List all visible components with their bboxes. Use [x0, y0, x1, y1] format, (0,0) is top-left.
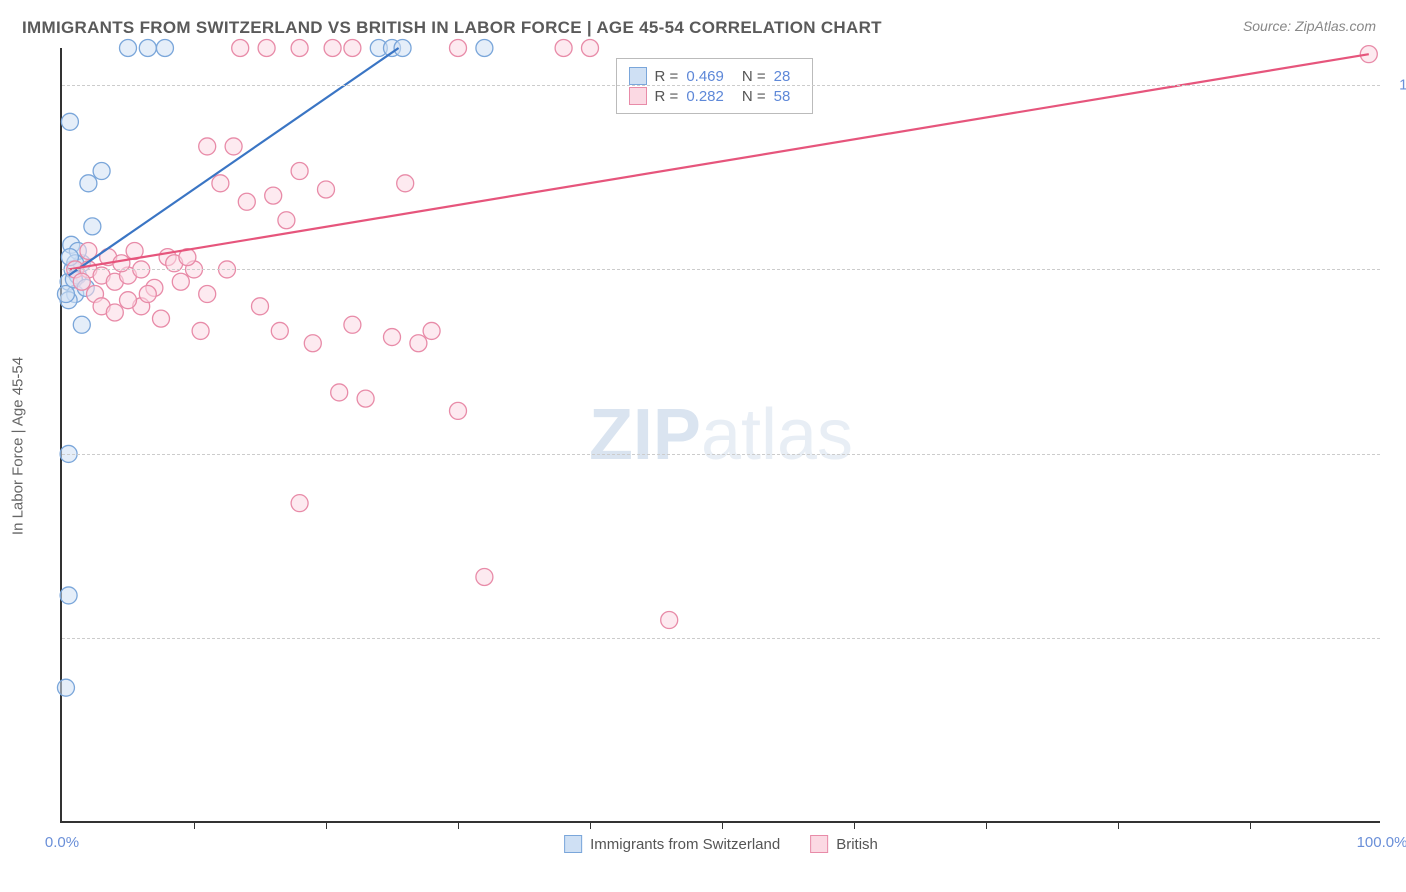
y-tick-label: 85.0%: [1390, 261, 1406, 278]
gridline: [62, 269, 1380, 270]
stats-legend-row: R = 0.282 N = 58: [629, 87, 801, 105]
data-point: [238, 193, 255, 210]
legend-swatch: [810, 835, 828, 853]
data-point: [423, 322, 440, 339]
chart-title: IMMIGRANTS FROM SWITZERLAND VS BRITISH I…: [22, 18, 882, 38]
data-point: [120, 292, 137, 309]
data-point: [291, 163, 308, 180]
source-attribution: Source: ZipAtlas.com: [1243, 18, 1376, 34]
data-point: [384, 329, 401, 346]
scatter-svg: [62, 48, 1380, 821]
x-tick: [986, 821, 987, 829]
data-point: [476, 40, 493, 57]
data-point: [232, 40, 249, 57]
stats-legend: R = 0.469 N = 28 R = 0.282 N = 58: [616, 58, 814, 114]
data-point: [397, 175, 414, 192]
data-point: [357, 390, 374, 407]
r-value: 0.469: [686, 68, 724, 85]
x-tick: [1250, 821, 1251, 829]
data-point: [331, 384, 348, 401]
data-point: [73, 316, 90, 333]
x-tick: [194, 821, 195, 829]
x-tick: [1118, 821, 1119, 829]
data-point: [318, 181, 335, 198]
data-point: [344, 40, 361, 57]
legend-swatch: [629, 87, 647, 105]
data-point: [324, 40, 341, 57]
data-point: [582, 40, 599, 57]
data-point: [139, 40, 156, 57]
legend-swatch: [564, 835, 582, 853]
x-tick: [590, 821, 591, 829]
data-point: [450, 40, 467, 57]
data-point: [291, 495, 308, 512]
data-point: [476, 568, 493, 585]
r-label: R =: [655, 68, 679, 85]
data-point: [212, 175, 229, 192]
data-point: [172, 273, 189, 290]
data-point: [394, 40, 411, 57]
data-point: [199, 286, 216, 303]
legend-item: British: [810, 835, 878, 853]
r-value: 0.282: [686, 88, 724, 105]
legend-item: Immigrants from Switzerland: [564, 835, 780, 853]
data-point: [278, 212, 295, 229]
data-point: [57, 679, 74, 696]
data-point: [252, 298, 269, 315]
data-point: [199, 138, 216, 155]
data-point: [84, 218, 101, 235]
data-point: [271, 322, 288, 339]
data-point: [555, 40, 572, 57]
n-value: 28: [774, 68, 791, 85]
legend-label: British: [836, 836, 878, 853]
n-label: N =: [742, 88, 766, 105]
data-point: [106, 304, 123, 321]
gridline: [62, 85, 1380, 86]
stats-legend-row: R = 0.469 N = 28: [629, 67, 801, 85]
r-label: R =: [655, 88, 679, 105]
data-point: [291, 40, 308, 57]
data-point: [60, 587, 77, 604]
x-tick: [722, 821, 723, 829]
x-tick-label: 0.0%: [45, 834, 79, 851]
x-tick: [854, 821, 855, 829]
data-point: [80, 175, 97, 192]
y-tick-label: 55.0%: [1390, 630, 1406, 647]
n-label: N =: [742, 68, 766, 85]
data-point: [120, 40, 137, 57]
x-tick-label: 100.0%: [1357, 834, 1406, 851]
series-legend: Immigrants from Switzerland British: [564, 835, 878, 853]
data-point: [61, 113, 78, 130]
gridline: [62, 454, 1380, 455]
gridline: [62, 638, 1380, 639]
plot-area: ZIPatlas R = 0.469N = 28R = 0.282N = 58 …: [60, 48, 1380, 823]
data-point: [304, 335, 321, 352]
data-point: [410, 335, 427, 352]
x-tick: [458, 821, 459, 829]
data-point: [450, 402, 467, 419]
x-tick: [326, 821, 327, 829]
data-point: [344, 316, 361, 333]
data-point: [139, 286, 156, 303]
y-tick-label: 100.0%: [1390, 76, 1406, 93]
y-axis-label: In Labor Force | Age 45-54: [10, 357, 27, 535]
data-point: [265, 187, 282, 204]
legend-swatch: [629, 67, 647, 85]
data-point: [153, 310, 170, 327]
data-point: [661, 612, 678, 629]
y-tick-label: 70.0%: [1390, 445, 1406, 462]
data-point: [192, 322, 209, 339]
n-value: 58: [774, 88, 791, 105]
data-point: [73, 273, 90, 290]
legend-label: Immigrants from Switzerland: [590, 836, 780, 853]
data-point: [225, 138, 242, 155]
data-point: [156, 40, 173, 57]
data-point: [258, 40, 275, 57]
data-point: [93, 163, 110, 180]
